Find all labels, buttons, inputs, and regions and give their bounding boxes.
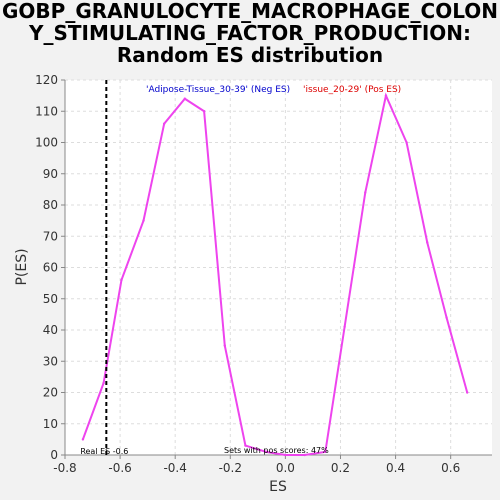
x-tick-label: 0.4 [386, 461, 405, 475]
chart-title-line-3: Random ES distribution [116, 43, 384, 67]
series-line [81, 92, 469, 456]
data-point [426, 241, 429, 244]
y-tick-label: 10 [43, 417, 58, 431]
data-point [284, 453, 287, 457]
data-point [303, 453, 306, 457]
data-point [445, 316, 448, 319]
y-tick-label: 90 [43, 167, 58, 181]
x-tick-label: 0.2 [331, 461, 350, 475]
y-tick-label: 30 [43, 354, 58, 368]
y-tick-label: 60 [43, 261, 58, 275]
x-axis-label: ES [269, 479, 287, 495]
grid [64, 79, 492, 456]
data-point [264, 450, 268, 454]
data-point [120, 278, 123, 282]
data-point [183, 97, 187, 100]
x-tick-label: -0.2 [219, 461, 242, 475]
pos-es-label: 'issue_20-29' (Pos ES) [303, 85, 401, 95]
data-point [223, 344, 226, 347]
data-point [364, 191, 367, 194]
y-tick-label: 120 [35, 73, 58, 87]
y-tick-label: 80 [43, 198, 58, 212]
chart-title-line-1: GOBP_GRANULOCYTE_MACROPHAGE_COLON [2, 0, 498, 23]
y-tick-label: 100 [35, 136, 58, 150]
y-tick-label: 70 [43, 229, 58, 243]
y-tick-label: 50 [43, 292, 58, 306]
x-tick-label: -0.6 [108, 461, 131, 475]
y-tick-label: 40 [43, 323, 58, 337]
pos-scores-label: Sets with pos scores: 47% [224, 446, 329, 455]
y-tick-label: 20 [43, 386, 58, 400]
data-point [142, 219, 145, 222]
data-point [244, 444, 247, 447]
chart-title: GOBP_GRANULOCYTE_MACROPHAGE_COLON Y_STIM… [0, 0, 500, 66]
x-tick-label: -0.4 [163, 461, 186, 475]
series-layer [81, 92, 469, 457]
x-tick-label: 0.0 [276, 461, 295, 475]
x-tick-label: -0.8 [53, 461, 76, 475]
x-ticks: -0.8 -0.6 -0.4 -0.2 0.0 0.2 0.4 0.6 [53, 455, 460, 475]
data-point [343, 325, 346, 329]
data-point [81, 438, 85, 441]
data-point [202, 110, 206, 113]
data-point [324, 450, 327, 454]
x-tick-label: 0.6 [441, 461, 460, 475]
data-point [162, 122, 166, 125]
y-axis-label: P(ES) [14, 248, 30, 285]
y-tick-label: 110 [35, 104, 58, 118]
data-point [102, 381, 105, 385]
real-es-label: Real ES -0.6 [80, 447, 128, 456]
data-point [466, 391, 469, 394]
chart-title-line-2: Y_STIMULATING_FACTOR_PRODUCTION: [29, 21, 471, 45]
y-ticks: 0 10 20 30 40 50 60 70 80 90 100 110 120 [35, 73, 65, 462]
y-tick-label: 0 [50, 448, 58, 462]
neg-es-label: 'Adipose-Tissue_30-39' (Neg ES) [146, 85, 290, 95]
data-point [384, 94, 388, 97]
data-point [405, 141, 408, 144]
